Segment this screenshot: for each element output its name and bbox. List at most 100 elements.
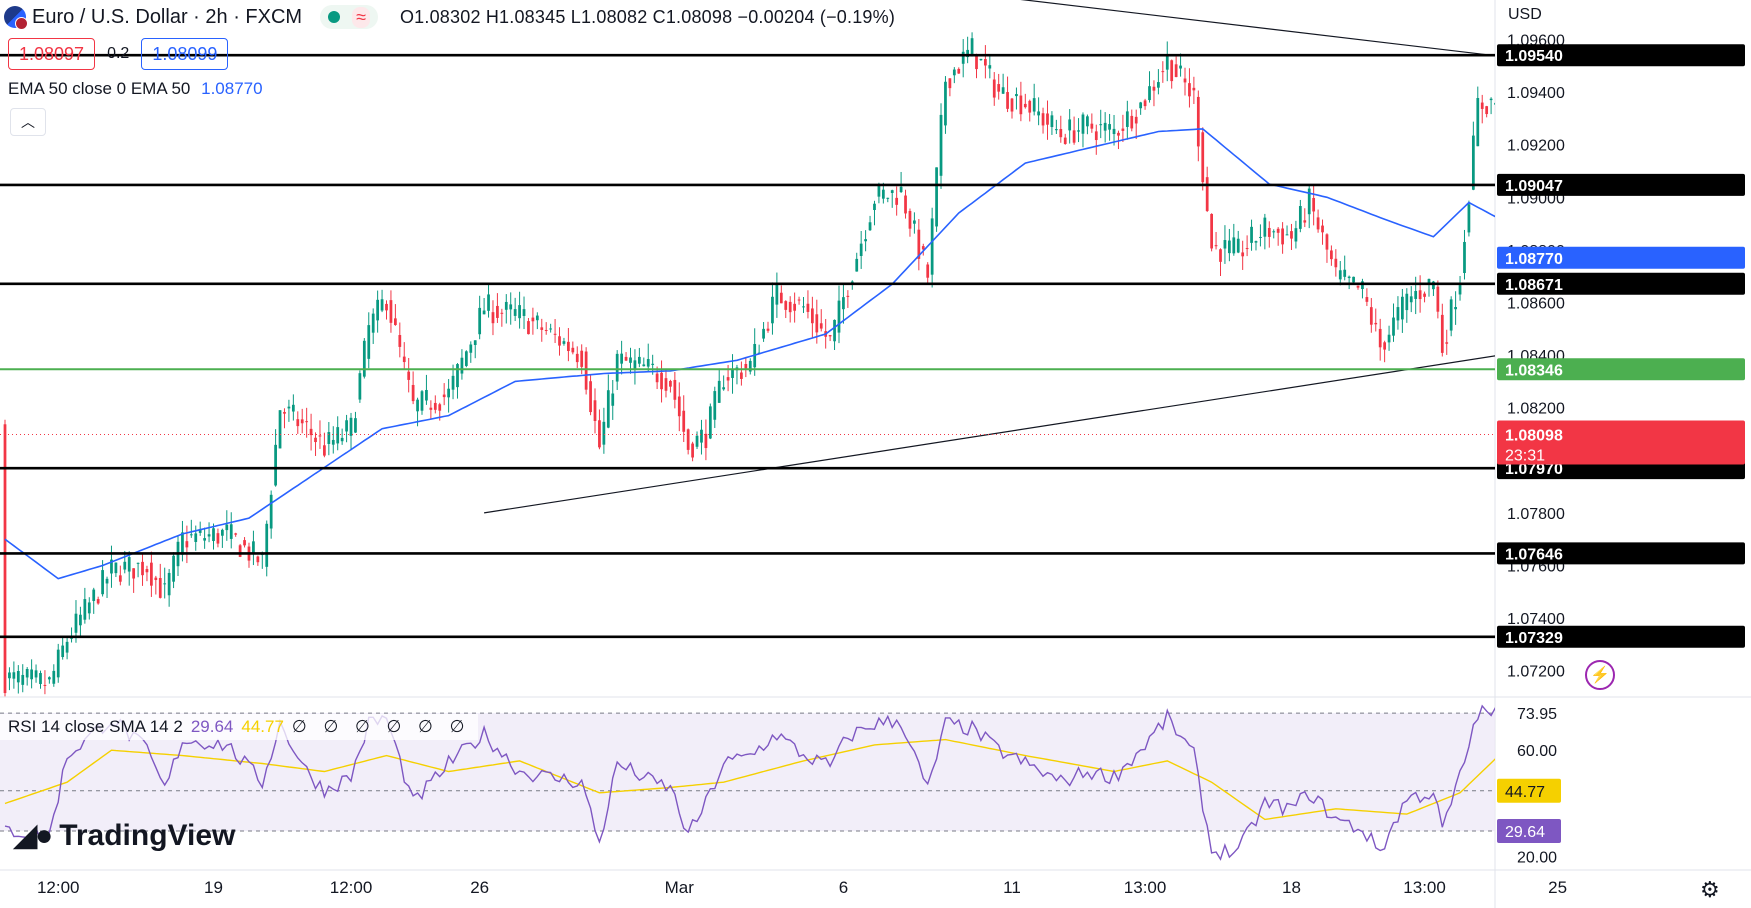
- candle-body: [473, 340, 477, 345]
- candle-body: [21, 674, 25, 685]
- candle-body: [859, 243, 863, 256]
- buy-button[interactable]: 1.08099: [141, 38, 229, 70]
- candle-body: [620, 353, 623, 364]
- candle-body: [1254, 241, 1258, 243]
- candle-body: [283, 411, 286, 414]
- rsi-tag-label: 29.64: [1505, 824, 1545, 841]
- candle-body: [92, 589, 96, 601]
- candle-body: [385, 303, 388, 311]
- candle-body: [513, 309, 517, 316]
- symbol-name[interactable]: Euro / U.S. Dollar: [32, 5, 188, 28]
- candle-body: [238, 545, 242, 557]
- candle-body: [567, 341, 570, 352]
- rsi-sma-line: [4, 738, 1495, 821]
- candle-body: [593, 400, 597, 422]
- candle-body: [30, 669, 33, 680]
- candle-body: [748, 360, 752, 372]
- rsi-sma-tag-label: 44.77: [1505, 784, 1545, 801]
- candle-body: [447, 388, 450, 398]
- gear-icon[interactable]: ⚙: [1700, 877, 1720, 902]
- candle-body: [633, 360, 637, 370]
- candle-body: [1267, 227, 1271, 237]
- candle-body: [1352, 276, 1355, 283]
- level-label-bg: [1497, 272, 1745, 295]
- candle-body: [389, 300, 393, 323]
- candle-body: [229, 524, 233, 539]
- candle-body: [784, 301, 788, 310]
- candle-body: [815, 314, 819, 333]
- candle-body: [1161, 71, 1165, 73]
- sell-button[interactable]: 1.08097: [8, 38, 96, 70]
- candle-body: [83, 599, 87, 620]
- candle-body: [531, 317, 535, 322]
- candle-body: [380, 299, 384, 311]
- candle-body: [105, 578, 109, 584]
- rsi-legend-label: RSI 14 close SMA 14 2: [8, 717, 183, 736]
- market-status-pill[interactable]: ≈: [320, 5, 378, 29]
- candle-body: [1139, 102, 1143, 109]
- candle-body: [123, 561, 127, 570]
- candle-body: [744, 364, 748, 369]
- candle-body: [429, 407, 433, 410]
- candle-body: [358, 373, 362, 400]
- candle-body: [837, 300, 841, 333]
- candle-body: [935, 167, 938, 227]
- candle-body: [1108, 124, 1111, 130]
- candles-group: [3, 32, 1495, 697]
- candle-body: [873, 203, 876, 211]
- candle-body: [975, 54, 978, 70]
- candle-body: [1236, 238, 1240, 253]
- candle-body: [540, 327, 544, 330]
- ema50-line: [4, 128, 1495, 580]
- candle-body: [1281, 228, 1284, 245]
- candle-body: [110, 559, 113, 574]
- candle-body: [775, 283, 779, 305]
- candle-body: [207, 534, 211, 537]
- ema-legend[interactable]: EMA 50 close 0 EMA 50 1.08770: [8, 79, 263, 99]
- candle-body: [25, 668, 29, 678]
- candle-body: [43, 684, 47, 686]
- candle-body: [1059, 129, 1063, 138]
- candle-body: [806, 303, 810, 312]
- candle-body: [1427, 278, 1431, 284]
- rsi-sma-legend-value: 44.77: [241, 717, 284, 736]
- candle-body: [411, 384, 415, 402]
- currency-label[interactable]: USD: [1508, 6, 1542, 23]
- candle-body: [16, 671, 20, 683]
- candle-body: [1174, 64, 1178, 78]
- time-tick-label: 11: [1003, 878, 1021, 897]
- candle-body: [367, 325, 371, 359]
- time-tick-label: 6: [839, 878, 848, 897]
- candle-body: [868, 222, 872, 231]
- lightning-icon[interactable]: ⚡: [1585, 660, 1615, 690]
- candle-body: [331, 439, 335, 445]
- candle-body: [354, 418, 357, 433]
- candle-body: [305, 421, 309, 423]
- candle-body: [939, 114, 943, 176]
- candle-body: [611, 393, 615, 406]
- candle-body: [256, 556, 260, 563]
- rsi-legend[interactable]: RSI 14 close SMA 14 2 29.64 44.77 ∅ ∅ ∅ …: [0, 714, 479, 740]
- level-label-bg: [1497, 173, 1745, 196]
- time-tick-label: 13:00: [1403, 878, 1446, 897]
- candle-body: [12, 672, 16, 679]
- market-open-dot-icon: [328, 11, 341, 23]
- last-price-label: 1.08098: [1505, 428, 1563, 445]
- candle-body: [163, 583, 167, 585]
- candle-body: [926, 264, 930, 278]
- candle-body: [407, 371, 411, 380]
- candle-body: [646, 359, 650, 367]
- candle-body: [553, 333, 557, 335]
- time-tick-label: 18: [1282, 878, 1301, 897]
- candle-body: [1188, 83, 1191, 97]
- tradingview-logo[interactable]: ◢● TradingView: [14, 818, 235, 853]
- candle-body: [979, 58, 983, 61]
- candle-body: [1312, 197, 1316, 212]
- candle-body: [1019, 95, 1023, 115]
- candle-body: [1046, 113, 1049, 125]
- interval[interactable]: 2h: [205, 5, 228, 28]
- collapse-legend-button[interactable]: ︿: [10, 108, 46, 136]
- rsi-empty-values: ∅ ∅ ∅ ∅ ∅ ∅: [291, 717, 471, 736]
- candle-body: [371, 313, 375, 333]
